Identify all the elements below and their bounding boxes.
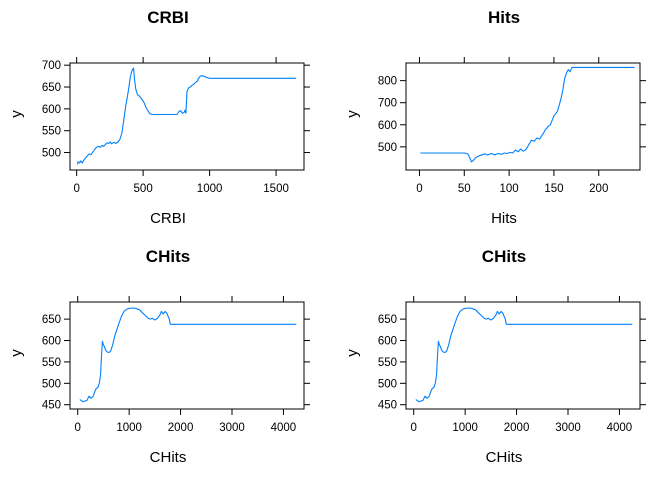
x-tick-label: 500 — [134, 183, 153, 195]
x-tick-label: 4000 — [271, 422, 297, 434]
y-tick-label: 600 — [42, 336, 61, 348]
series-line — [415, 307, 633, 403]
panel-title: Hits — [488, 8, 520, 27]
plot-frame — [405, 301, 641, 410]
x-tick-label: 150 — [544, 183, 563, 195]
x-tick-label: 3000 — [555, 422, 581, 434]
x-tick-label: 100 — [500, 183, 519, 195]
panel-crbi: CRBI CRBI y 0 500 1000 1500 500 550 600 650 700 — [8, 8, 310, 227]
x-axis-label: CHits — [486, 449, 523, 466]
panel-chits-left: CHits CHits y 0 1000 2000 3000 4000 450 500 550… — [8, 247, 310, 466]
y-axis-label: y — [344, 349, 361, 357]
x-tick-label: 1000 — [452, 422, 478, 434]
y-tick-label: 500 — [42, 378, 61, 390]
x-axis-label: Hits — [491, 210, 517, 227]
x-tick-label: 0 — [73, 183, 79, 195]
x-tick-label: 0 — [416, 183, 422, 195]
x-tick-label: 0 — [75, 422, 81, 434]
x-tick-label: 2000 — [168, 422, 194, 434]
x-tick-label: 200 — [589, 183, 608, 195]
y-tick-label: 800 — [378, 76, 397, 88]
x-axis-label: CHits — [150, 449, 187, 466]
y-tick-label: 700 — [42, 60, 61, 72]
y-tick-label: 550 — [378, 357, 397, 369]
y-tick-label: 500 — [378, 142, 397, 154]
y-tick-label: 500 — [378, 378, 397, 390]
series-line — [420, 66, 635, 163]
panel-chits-right: CHits CHits y 0 1000 2000 3000 4000 450 500 550… — [344, 247, 646, 466]
y-axis-label: y — [8, 349, 25, 357]
panel-title: CRBI — [147, 8, 189, 27]
panel-title: CHits — [482, 247, 526, 266]
plot-frame — [69, 62, 305, 171]
plot-frame — [405, 62, 641, 171]
plot-frame — [69, 301, 305, 410]
y-tick-label: 700 — [378, 98, 397, 110]
series-line — [79, 307, 297, 403]
x-tick-label: 50 — [458, 183, 471, 195]
y-tick-label: 450 — [42, 400, 61, 412]
y-axis-label: y — [344, 110, 361, 118]
y-tick-label: 600 — [42, 104, 61, 116]
y-tick-label: 600 — [378, 120, 397, 132]
x-tick-label: 4000 — [607, 422, 633, 434]
x-tick-label: 0 — [411, 422, 417, 434]
panel-hits: Hits Hits y 0 50 100 150 200 500 600 700 800 — [344, 8, 646, 227]
x-tick-label: 2000 — [504, 422, 530, 434]
y-tick-label: 550 — [42, 126, 61, 138]
y-tick-label: 600 — [378, 336, 397, 348]
y-tick-label: 650 — [378, 314, 397, 326]
y-tick-label: 550 — [42, 357, 61, 369]
y-tick-label: 500 — [42, 148, 61, 160]
x-tick-label: 1000 — [116, 422, 142, 434]
series-line — [76, 67, 296, 165]
x-tick-label: 1500 — [263, 183, 289, 195]
y-axis-label: y — [8, 110, 25, 118]
x-tick-label: 3000 — [219, 422, 245, 434]
y-tick-label: 650 — [42, 314, 61, 326]
panel-title: CHits — [146, 247, 190, 266]
x-axis-label: CRBI — [150, 210, 186, 227]
x-tick-label: 1000 — [197, 183, 223, 195]
y-tick-label: 450 — [378, 400, 397, 412]
y-tick-label: 650 — [42, 82, 61, 94]
